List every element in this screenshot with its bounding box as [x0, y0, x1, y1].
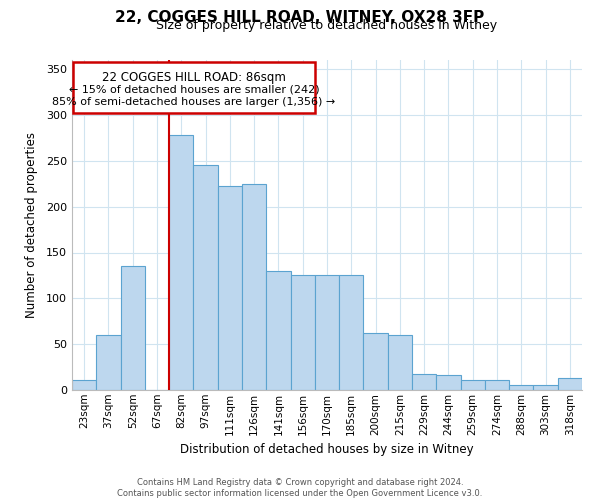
Text: Contains HM Land Registry data © Crown copyright and database right 2024.
Contai: Contains HM Land Registry data © Crown c…: [118, 478, 482, 498]
Bar: [242, 184, 266, 390]
Bar: [533, 386, 558, 390]
X-axis label: Distribution of detached houses by size in Witney: Distribution of detached houses by size …: [180, 443, 474, 456]
Text: 22 COGGES HILL ROAD: 86sqm: 22 COGGES HILL ROAD: 86sqm: [102, 71, 286, 84]
Text: ← 15% of detached houses are smaller (242): ← 15% of detached houses are smaller (24…: [69, 84, 319, 95]
Text: 22, COGGES HILL ROAD, WITNEY, OX28 3FP: 22, COGGES HILL ROAD, WITNEY, OX28 3FP: [115, 10, 485, 25]
Bar: [72, 380, 96, 390]
Bar: [436, 376, 461, 390]
Bar: [388, 335, 412, 390]
Bar: [461, 380, 485, 390]
Text: 85% of semi-detached houses are larger (1,356) →: 85% of semi-detached houses are larger (…: [52, 96, 335, 106]
Bar: [509, 386, 533, 390]
Bar: [96, 335, 121, 390]
Bar: [169, 135, 193, 390]
Bar: [218, 186, 242, 390]
Bar: [485, 380, 509, 390]
Bar: [121, 266, 145, 390]
Bar: [339, 276, 364, 390]
Bar: [315, 276, 339, 390]
FancyBboxPatch shape: [73, 62, 315, 113]
Bar: [364, 333, 388, 390]
Bar: [412, 374, 436, 390]
Title: Size of property relative to detached houses in Witney: Size of property relative to detached ho…: [157, 20, 497, 32]
Y-axis label: Number of detached properties: Number of detached properties: [25, 132, 38, 318]
Bar: [290, 276, 315, 390]
Bar: [193, 166, 218, 390]
Bar: [558, 378, 582, 390]
Bar: [266, 271, 290, 390]
